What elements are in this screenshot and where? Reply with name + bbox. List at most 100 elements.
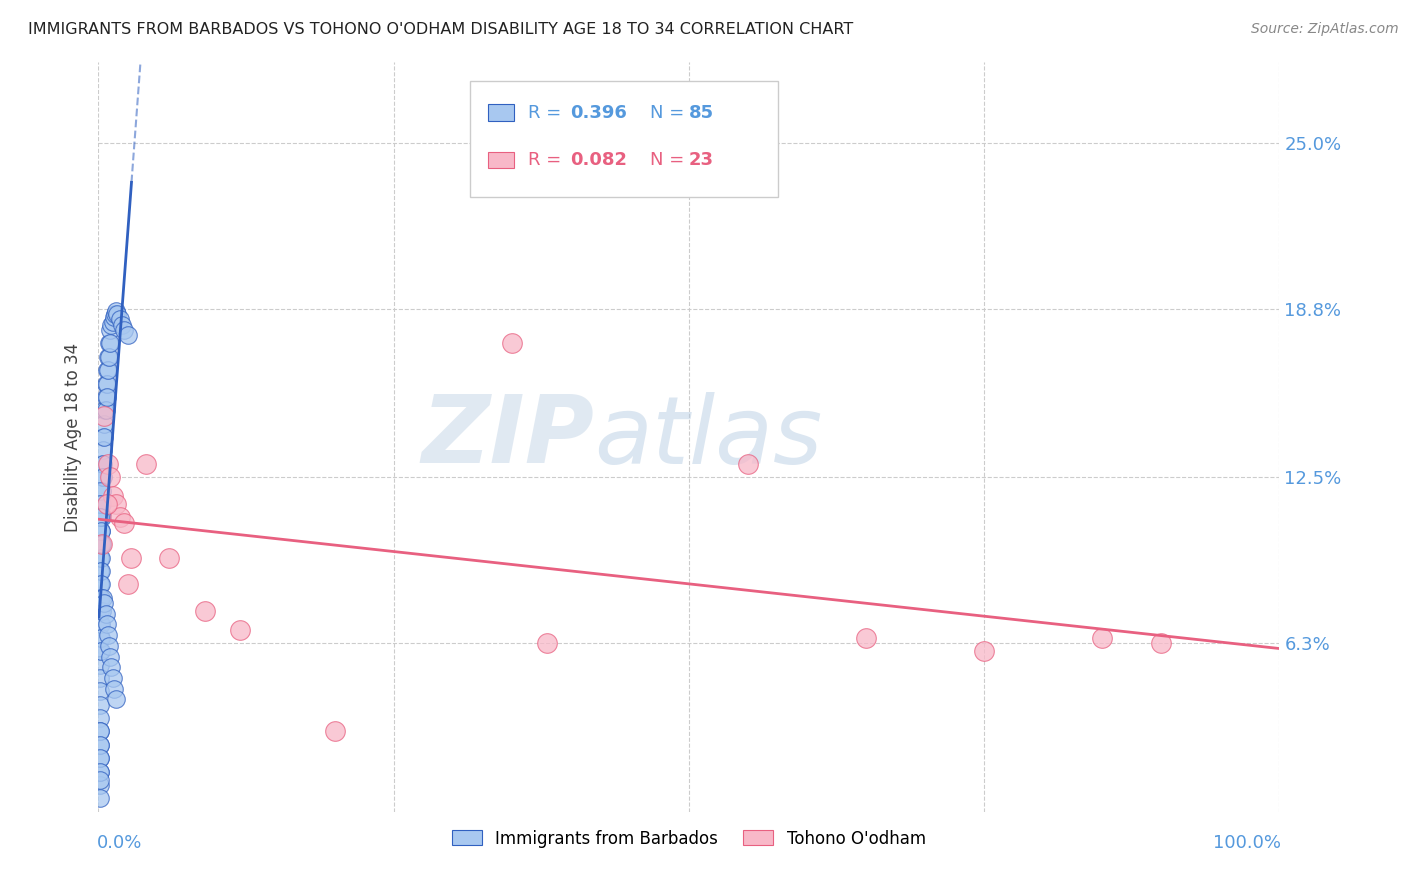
Point (98, 336, 121, 351)
Point (89, 604, 111, 618)
Point (94, 403, 117, 417)
Point (536, 636, 558, 650)
Point (89, 497, 111, 511)
Point (89, 591, 111, 605)
Point (90, 550, 112, 565)
Point (89, 564, 111, 578)
Point (1091, 631, 1114, 645)
Point (98, 470, 121, 484)
Point (89, 510, 111, 524)
Point (89, 724, 111, 739)
Y-axis label: Disability Age 18 to 34: Disability Age 18 to 34 (65, 343, 83, 532)
Text: N =: N = (650, 103, 690, 121)
Point (117, 328, 139, 343)
Point (96, 390, 118, 404)
Point (90, 497, 112, 511)
Point (89, 738, 111, 752)
Point (98, 336, 121, 351)
Point (97, 363, 120, 377)
Point (91, 457, 114, 471)
Point (90, 631, 112, 645)
Point (89, 764, 111, 779)
Point (89, 644, 111, 658)
Point (91, 470, 114, 484)
Text: 0.396: 0.396 (569, 103, 627, 121)
Point (89, 671, 111, 685)
Point (101, 315, 124, 329)
Point (93, 430, 115, 444)
Point (89, 711, 111, 725)
Point (90, 524, 112, 538)
Text: Source: ZipAtlas.com: Source: ZipAtlas.com (1251, 22, 1399, 37)
Point (157, 550, 180, 565)
Point (90, 617, 112, 632)
Point (89, 684, 111, 698)
FancyBboxPatch shape (488, 152, 515, 168)
Point (97, 350, 120, 364)
Point (91, 497, 114, 511)
Point (101, 489, 124, 503)
Point (100, 660, 122, 674)
Point (89, 631, 111, 645)
Point (98, 323, 121, 337)
Point (97, 628, 120, 642)
Point (973, 644, 995, 658)
Point (90, 577, 112, 591)
Point (117, 577, 139, 591)
Point (98, 350, 121, 364)
Legend: Immigrants from Barbados, Tohono O'odham: Immigrants from Barbados, Tohono O'odham (444, 822, 934, 855)
Point (89, 738, 111, 752)
Point (89, 483, 111, 498)
Point (108, 312, 131, 326)
Point (89, 657, 111, 672)
Point (105, 304, 128, 318)
Point (90, 591, 112, 605)
Text: 100.0%: 100.0% (1212, 834, 1281, 852)
Point (105, 307, 128, 321)
Point (108, 510, 131, 524)
Point (91, 443, 114, 458)
Point (94, 607, 117, 621)
Point (89, 764, 111, 779)
FancyBboxPatch shape (471, 81, 778, 197)
Point (737, 457, 759, 471)
Point (94, 390, 117, 404)
Text: ZIP: ZIP (422, 391, 595, 483)
Point (103, 681, 125, 696)
FancyBboxPatch shape (488, 104, 515, 121)
Text: 0.082: 0.082 (569, 151, 627, 169)
Point (105, 692, 128, 706)
Point (89, 698, 111, 712)
Point (112, 323, 135, 337)
Point (91, 537, 114, 551)
Point (89, 724, 111, 739)
Point (111, 318, 134, 332)
Point (91, 483, 114, 498)
Point (91, 591, 114, 605)
Point (90, 524, 112, 538)
Text: atlas: atlas (595, 392, 823, 483)
Point (90, 564, 112, 578)
Point (96, 497, 118, 511)
Point (93, 409, 115, 423)
Point (89, 617, 111, 632)
Point (91, 604, 114, 618)
Point (98, 639, 121, 653)
Point (855, 631, 877, 645)
Point (112, 516, 135, 530)
Point (89, 791, 111, 805)
Point (91, 470, 114, 484)
Point (89, 772, 111, 787)
Point (89, 537, 111, 551)
Text: IMMIGRANTS FROM BARBADOS VS TOHONO O'ODHAM DISABILITY AGE 18 TO 34 CORRELATION C: IMMIGRANTS FROM BARBADOS VS TOHONO O'ODH… (28, 22, 853, 37)
Point (1150, 636, 1173, 650)
Text: 23: 23 (689, 151, 714, 169)
Point (97, 457, 120, 471)
Text: 85: 85 (689, 103, 714, 121)
Point (105, 497, 128, 511)
Point (89, 550, 111, 565)
Text: N =: N = (650, 151, 690, 169)
Point (98, 649, 121, 664)
Point (93, 403, 115, 417)
Point (100, 318, 122, 332)
